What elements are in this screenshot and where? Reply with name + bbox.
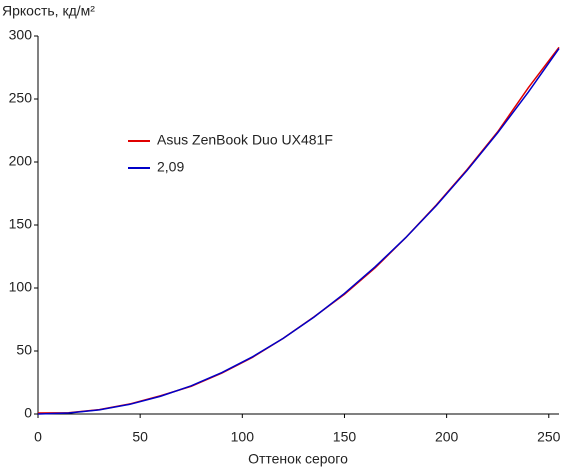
x-axis-label: Оттенок серого bbox=[248, 451, 348, 467]
y-axis-label: Яркость, кд/м² bbox=[2, 3, 95, 19]
y-tick-label: 300 bbox=[9, 27, 33, 43]
legend-label: Asus ZenBook Duo UX481F bbox=[157, 132, 333, 148]
series-line bbox=[37, 48, 560, 415]
x-tick-label: 0 bbox=[34, 429, 42, 445]
x-tick-label: 100 bbox=[231, 429, 255, 445]
series-line bbox=[37, 46, 560, 414]
legend-label: 2,09 bbox=[157, 159, 184, 175]
y-tick-label: 50 bbox=[16, 342, 32, 358]
x-tick-label: 250 bbox=[537, 429, 561, 445]
y-tick-label: 100 bbox=[9, 279, 33, 295]
x-tick-label: 200 bbox=[435, 429, 459, 445]
x-tick-label: 150 bbox=[333, 429, 357, 445]
x-tick-label: 50 bbox=[132, 429, 148, 445]
y-tick-label: 0 bbox=[24, 405, 32, 421]
y-tick-label: 200 bbox=[9, 153, 33, 169]
y-tick-label: 150 bbox=[9, 216, 33, 232]
y-tick-label: 250 bbox=[9, 90, 33, 106]
